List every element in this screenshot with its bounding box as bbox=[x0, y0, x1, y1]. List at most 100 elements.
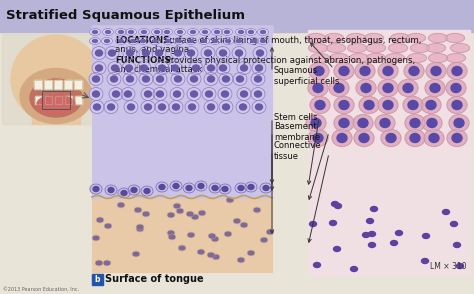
Ellipse shape bbox=[195, 181, 207, 191]
Ellipse shape bbox=[261, 39, 265, 43]
Ellipse shape bbox=[334, 83, 344, 93]
Ellipse shape bbox=[188, 29, 199, 36]
Ellipse shape bbox=[216, 61, 230, 74]
Ellipse shape bbox=[334, 63, 354, 79]
Ellipse shape bbox=[404, 63, 424, 79]
Ellipse shape bbox=[237, 39, 241, 43]
Ellipse shape bbox=[240, 91, 247, 97]
Ellipse shape bbox=[329, 79, 349, 96]
Ellipse shape bbox=[261, 238, 267, 242]
Ellipse shape bbox=[358, 118, 368, 128]
Ellipse shape bbox=[257, 38, 268, 44]
Ellipse shape bbox=[446, 79, 466, 96]
Ellipse shape bbox=[199, 211, 205, 215]
Ellipse shape bbox=[254, 208, 260, 212]
Ellipse shape bbox=[447, 96, 467, 113]
Bar bbox=[92, 199, 272, 272]
Ellipse shape bbox=[30, 79, 82, 117]
Ellipse shape bbox=[187, 88, 201, 101]
Ellipse shape bbox=[252, 61, 266, 74]
Ellipse shape bbox=[209, 183, 221, 193]
Ellipse shape bbox=[188, 50, 194, 56]
Bar bbox=[74, 80, 82, 89]
Ellipse shape bbox=[137, 227, 143, 231]
Ellipse shape bbox=[221, 91, 228, 97]
Ellipse shape bbox=[225, 31, 229, 34]
Ellipse shape bbox=[329, 54, 348, 63]
Ellipse shape bbox=[204, 101, 218, 113]
Ellipse shape bbox=[145, 104, 152, 110]
Ellipse shape bbox=[138, 29, 149, 36]
Ellipse shape bbox=[92, 46, 106, 59]
Ellipse shape bbox=[431, 66, 441, 76]
Ellipse shape bbox=[172, 65, 179, 71]
Ellipse shape bbox=[187, 212, 193, 216]
Text: Surface of tongue: Surface of tongue bbox=[105, 275, 204, 285]
Ellipse shape bbox=[255, 104, 263, 110]
Bar bbox=[55, 96, 62, 104]
Ellipse shape bbox=[171, 73, 185, 86]
Ellipse shape bbox=[143, 212, 149, 216]
Text: Basement
membrane: Basement membrane bbox=[274, 122, 320, 142]
Ellipse shape bbox=[137, 225, 143, 229]
Ellipse shape bbox=[174, 50, 182, 56]
Bar bbox=[42, 91, 70, 109]
Ellipse shape bbox=[106, 31, 110, 34]
Ellipse shape bbox=[108, 61, 122, 74]
Ellipse shape bbox=[359, 96, 379, 113]
Ellipse shape bbox=[429, 133, 439, 143]
Ellipse shape bbox=[364, 101, 374, 109]
Ellipse shape bbox=[421, 258, 428, 263]
Ellipse shape bbox=[189, 61, 203, 74]
Ellipse shape bbox=[153, 88, 167, 101]
Ellipse shape bbox=[173, 183, 179, 188]
Ellipse shape bbox=[238, 258, 244, 262]
Ellipse shape bbox=[126, 29, 137, 36]
Ellipse shape bbox=[334, 96, 354, 113]
Ellipse shape bbox=[131, 188, 137, 193]
Ellipse shape bbox=[430, 83, 440, 93]
Ellipse shape bbox=[89, 88, 103, 101]
Ellipse shape bbox=[156, 91, 164, 97]
Ellipse shape bbox=[383, 101, 393, 109]
Ellipse shape bbox=[332, 129, 352, 146]
Ellipse shape bbox=[185, 38, 197, 44]
Bar bbox=[35, 96, 42, 104]
Ellipse shape bbox=[350, 266, 357, 271]
Ellipse shape bbox=[425, 79, 445, 96]
Ellipse shape bbox=[267, 230, 273, 234]
Ellipse shape bbox=[187, 73, 201, 86]
Ellipse shape bbox=[227, 198, 233, 202]
Ellipse shape bbox=[329, 220, 337, 225]
Text: Stem cells: Stem cells bbox=[274, 113, 318, 123]
Ellipse shape bbox=[219, 65, 227, 71]
Ellipse shape bbox=[375, 114, 395, 131]
Ellipse shape bbox=[218, 88, 232, 101]
Ellipse shape bbox=[90, 184, 102, 194]
Ellipse shape bbox=[126, 65, 133, 71]
Ellipse shape bbox=[140, 39, 146, 43]
Ellipse shape bbox=[107, 73, 121, 86]
Ellipse shape bbox=[368, 231, 375, 236]
Ellipse shape bbox=[142, 31, 146, 34]
Ellipse shape bbox=[408, 54, 427, 63]
Ellipse shape bbox=[179, 246, 185, 250]
Ellipse shape bbox=[403, 83, 413, 93]
Ellipse shape bbox=[315, 101, 325, 109]
Ellipse shape bbox=[122, 61, 136, 74]
Ellipse shape bbox=[454, 243, 461, 248]
Ellipse shape bbox=[427, 118, 437, 128]
Bar bbox=[45, 96, 52, 104]
Ellipse shape bbox=[174, 76, 182, 82]
Ellipse shape bbox=[123, 73, 137, 86]
Ellipse shape bbox=[162, 29, 173, 36]
Ellipse shape bbox=[310, 96, 330, 113]
Ellipse shape bbox=[368, 243, 375, 248]
Ellipse shape bbox=[199, 38, 210, 44]
Ellipse shape bbox=[447, 54, 465, 63]
Bar bbox=[65, 96, 72, 104]
Ellipse shape bbox=[108, 188, 114, 193]
Ellipse shape bbox=[449, 114, 469, 131]
Ellipse shape bbox=[226, 39, 230, 43]
Ellipse shape bbox=[143, 76, 149, 82]
